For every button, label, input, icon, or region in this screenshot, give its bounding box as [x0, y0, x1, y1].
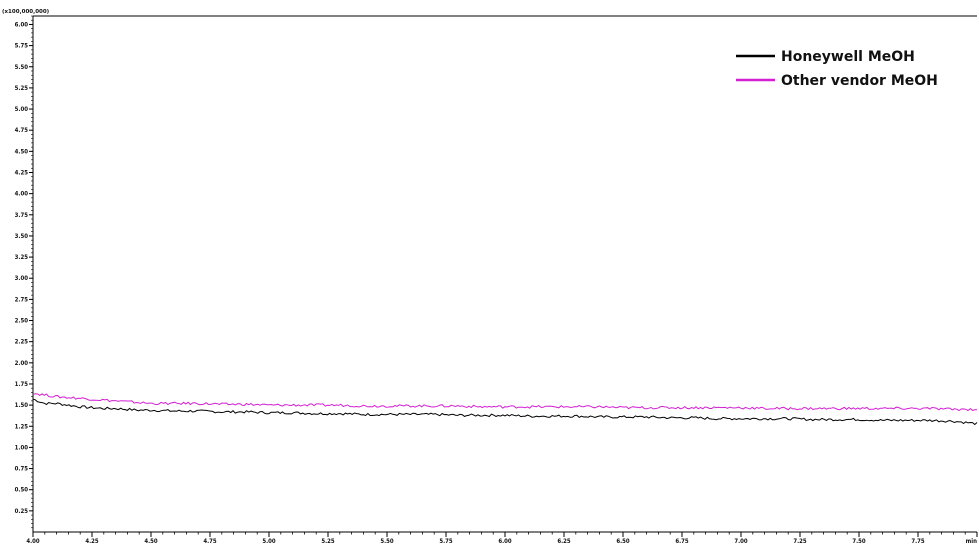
x-tick-label: 7.50	[852, 538, 866, 545]
y-tick-label: 1.00	[15, 444, 29, 451]
x-tick-label: 7.00	[734, 538, 748, 545]
y-tick-label: 2.50	[15, 318, 29, 325]
y-tick-label: 0.25	[15, 508, 29, 515]
x-tick-label: 7.75	[911, 538, 925, 545]
y-tick-label: 5.25	[15, 85, 29, 92]
x-tick-label: 6.00	[498, 538, 512, 545]
y-tick-label: 5.00	[15, 106, 29, 113]
y-tick-label: 0.50	[15, 487, 29, 494]
y-tick-label: 3.50	[15, 233, 29, 240]
series-line-honeywell	[32, 398, 978, 426]
x-tick-label: 4.75	[203, 538, 217, 545]
series-lines	[32, 393, 978, 426]
y-multiplier-label: (x100,000,000)	[2, 9, 50, 15]
x-tick-label: 6.25	[557, 538, 571, 545]
x-tick-label: 7.25	[793, 538, 807, 545]
y-tick-label: 2.75	[15, 296, 29, 303]
y-tick-label: 5.75	[15, 43, 29, 50]
axes: 4.00 4.25 4.50 4.75 5.00 5.25 5.50 5.75 6.00 6.25…	[15, 15, 978, 545]
x-tick-label: 5.75	[439, 538, 453, 545]
x-tick-label: 4.50	[144, 538, 158, 545]
y-tick-label: 4.75	[15, 127, 29, 134]
y-tick-label: 4.00	[15, 191, 29, 198]
x-tick-label: 6.75	[675, 538, 689, 545]
y-tick-label: 1.50	[15, 402, 29, 409]
y-tick-label: 1.25	[15, 423, 29, 430]
y-tick-label: 3.75	[15, 212, 29, 219]
x-tick-label: 5.00	[262, 538, 276, 545]
x-tick-label: 4.25	[85, 538, 99, 545]
legend-label: Other vendor MeOH	[781, 73, 938, 89]
x-tick-label: min	[966, 538, 977, 545]
x-tick-label: 4.00	[26, 538, 40, 545]
x-tick-label: 5.25	[321, 538, 335, 545]
y-tick-label: 3.25	[15, 254, 29, 261]
y-tick-label: 1.75	[15, 381, 29, 388]
y-tick-label: 2.25	[15, 339, 29, 346]
x-tick-label: 6.50	[616, 538, 630, 545]
y-tick-label: 4.50	[15, 148, 29, 155]
legend-label: Honeywell MeOH	[781, 49, 915, 65]
x-tick-label: 5.50	[380, 538, 394, 545]
y-tick-label: 5.50	[15, 64, 29, 71]
y-tick-label: 0.75	[15, 466, 29, 473]
y-tick-label: 3.00	[15, 275, 29, 282]
y-tick-label: 6.00	[15, 21, 29, 28]
legend: Honeywell MeOH Other vendor MeOH	[736, 49, 938, 89]
series-line-other-vendor	[32, 393, 977, 412]
y-tick-label: 4.25	[15, 169, 29, 176]
y-tick-label: 2.00	[15, 360, 29, 367]
